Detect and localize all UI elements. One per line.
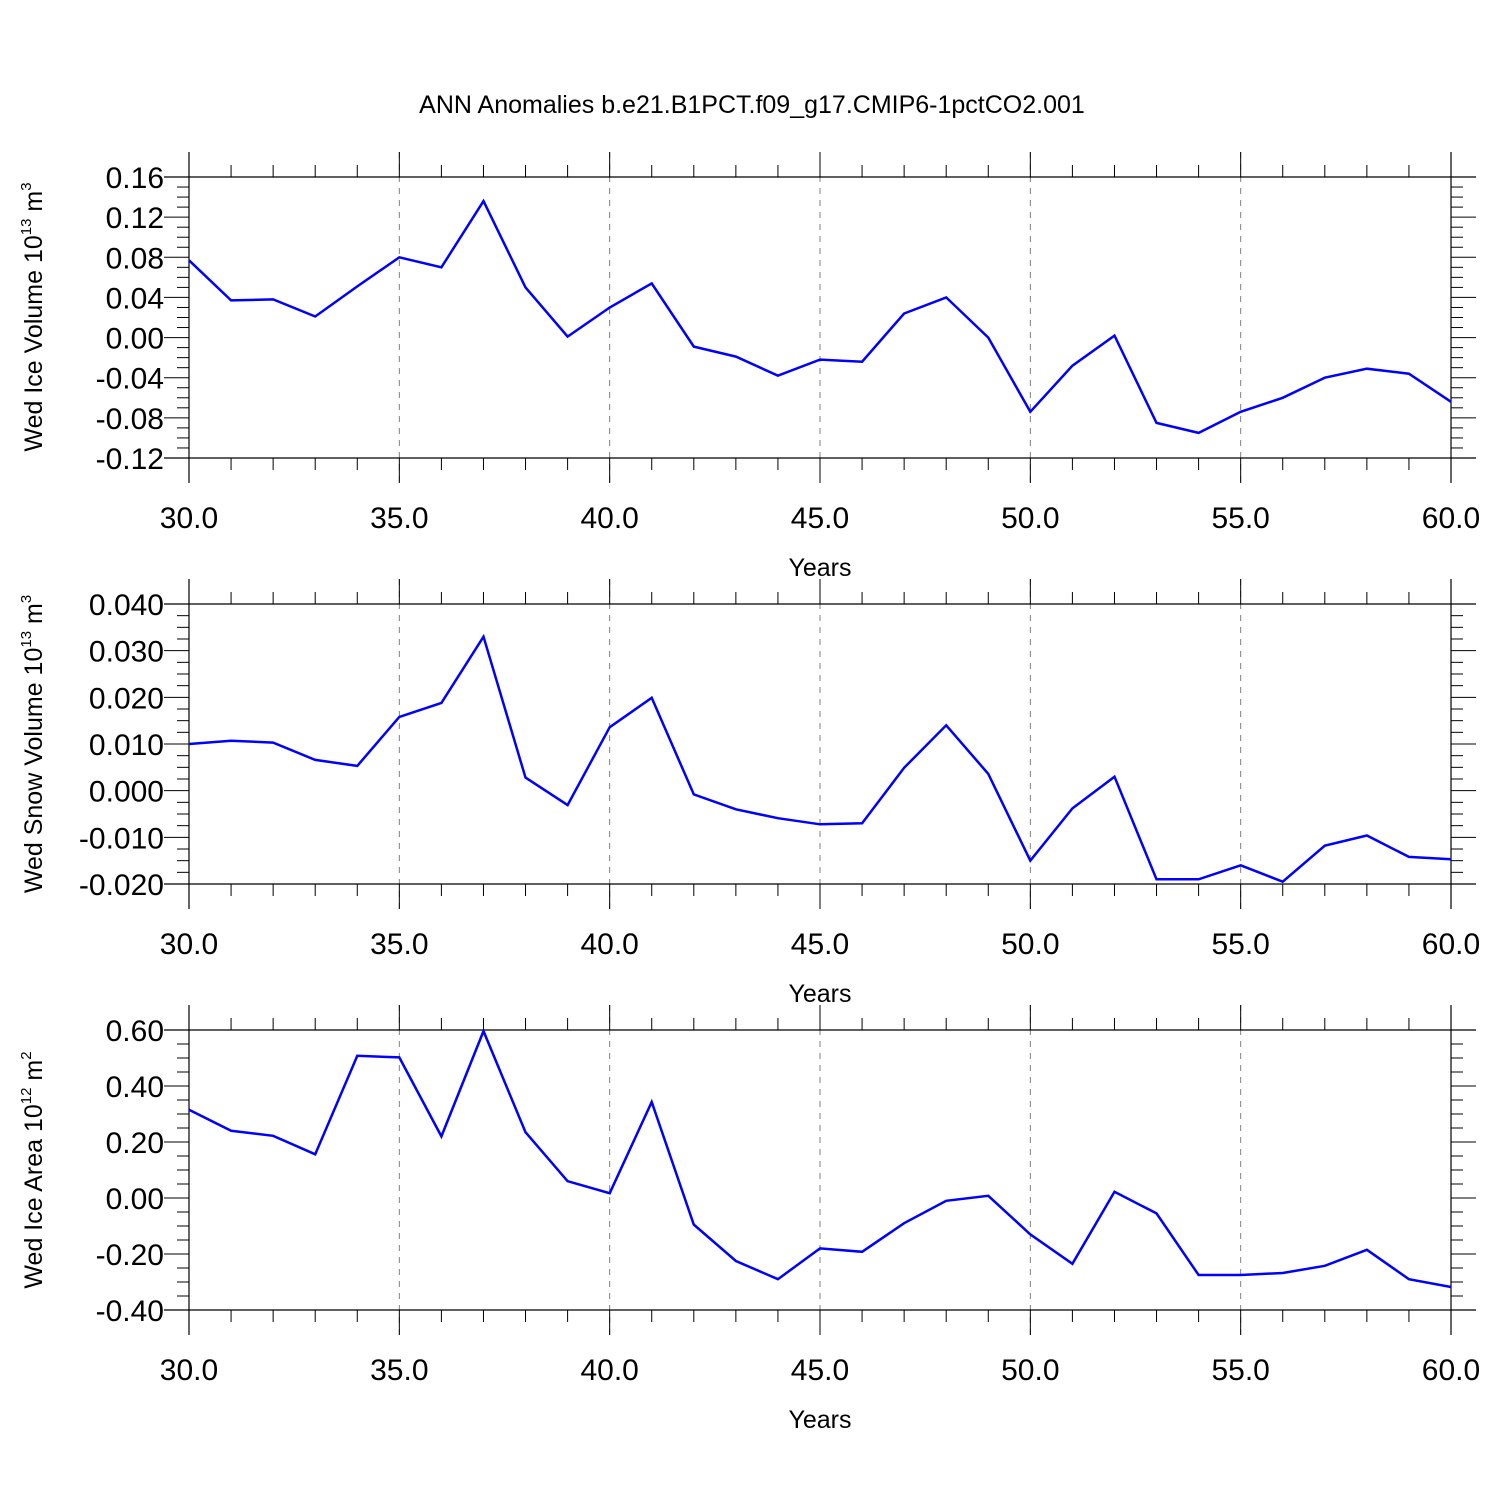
- y-axis-title: Wed Ice Area 1012 m2: [18, 1051, 48, 1288]
- series-line: [188, 1027, 1452, 1289]
- y-tick-label: -0.40: [96, 1295, 164, 1328]
- y-axis-title-exponent: 13: [18, 631, 35, 648]
- x-tick-label: 35.0: [370, 928, 428, 961]
- y-axis-title-unit: m: [20, 1060, 48, 1088]
- y-tick-label: 0.00: [106, 1183, 164, 1216]
- y-tick-label: -0.020: [79, 869, 164, 902]
- y-axis-title: Wed Ice Volume 1013 m3: [18, 182, 48, 451]
- y-tick-label: 0.030: [89, 636, 164, 669]
- x-tick-label: 45.0: [791, 928, 849, 961]
- x-tick-label: 40.0: [580, 1354, 638, 1387]
- y-tick-label: 0.040: [89, 589, 164, 622]
- y-tick-label: 0.020: [89, 682, 164, 715]
- panel-1: -0.12 -0.08 -0.04 0.00 0.04 0.08 0.12 0.16 30.0 3…: [18, 152, 1480, 582]
- y-tick-label: 0.12: [106, 202, 164, 235]
- x-tick-label: 45.0: [791, 502, 849, 535]
- y-tick-label: 0.20: [106, 1127, 164, 1160]
- y-tick-label: -0.20: [96, 1239, 164, 1272]
- y-tick-label: -0.08: [96, 403, 164, 436]
- y-tick-label: 0.40: [106, 1071, 164, 1104]
- x-tick-label: 50.0: [1001, 1354, 1059, 1387]
- y-axis-title-unit: m: [20, 603, 48, 631]
- x-tick-label: 55.0: [1211, 1354, 1269, 1387]
- x-tick-label: 30.0: [160, 928, 218, 961]
- y-tick-label: 0.08: [106, 242, 164, 275]
- y-tick-label: -0.12: [96, 443, 164, 476]
- x-tick-label: 40.0: [580, 502, 638, 535]
- y-axis-title-text: Wed Ice Area 10: [20, 1104, 48, 1288]
- y-axis-title-unit-exponent: 3: [18, 182, 35, 190]
- y-axis-title-text: Wed Ice Volume 10: [20, 235, 48, 451]
- x-tick-label: 60.0: [1422, 502, 1480, 535]
- y-axis-title-exponent: 13: [18, 219, 35, 236]
- x-axis-title: Years: [788, 554, 851, 582]
- x-tick-label: 35.0: [370, 1354, 428, 1387]
- y-tick-label: 0.60: [106, 1015, 164, 1048]
- y-tick-label: -0.04: [96, 363, 164, 396]
- x-tick-label: 60.0: [1422, 928, 1480, 961]
- x-tick-label: 40.0: [580, 928, 638, 961]
- x-axis-title: Years: [788, 1406, 851, 1434]
- y-axis-title-unit-exponent: 3: [18, 595, 35, 603]
- y-tick-label: 0.010: [89, 729, 164, 762]
- y-axis-title-unit: m: [20, 191, 48, 219]
- y-tick-label: -0.010: [79, 822, 164, 855]
- x-tick-label: 30.0: [160, 502, 218, 535]
- x-axis-title: Years: [788, 980, 851, 1008]
- x-tick-label: 55.0: [1211, 928, 1269, 961]
- y-axis-title: Wed Snow Volume 1013 m3: [18, 595, 48, 893]
- y-tick-label: 0.16: [106, 162, 164, 195]
- y-tick-label: 0.000: [89, 776, 164, 809]
- x-tick-label: 50.0: [1001, 928, 1059, 961]
- chart-title: ANN Anomalies b.e21.B1PCT.f09_g17.CMIP6-…: [419, 91, 1085, 119]
- y-axis-title-exponent: 12: [18, 1088, 35, 1105]
- x-tick-label: 45.0: [791, 1354, 849, 1387]
- x-tick-label: 55.0: [1211, 502, 1269, 535]
- y-axis-title-unit-exponent: 2: [18, 1051, 35, 1059]
- series-line: [188, 198, 1452, 435]
- x-tick-label: 60.0: [1422, 1354, 1480, 1387]
- panel-3: -0.40 -0.20 0.00 0.20 0.40 0.60 30.0 35.0 40.0 45…: [18, 1005, 1480, 1434]
- x-tick-label: 30.0: [160, 1354, 218, 1387]
- y-axis-title-text: Wed Snow Volume 10: [20, 648, 48, 894]
- x-tick-label: 35.0: [370, 502, 428, 535]
- panel-2: -0.020 -0.010 0.000 0.010 0.020 0.030 0.040 30.…: [18, 579, 1480, 1008]
- y-tick-label: 0.00: [106, 323, 164, 356]
- x-tick-label: 50.0: [1001, 502, 1059, 535]
- y-tick-label: 0.04: [106, 282, 164, 315]
- series-line: [188, 633, 1452, 884]
